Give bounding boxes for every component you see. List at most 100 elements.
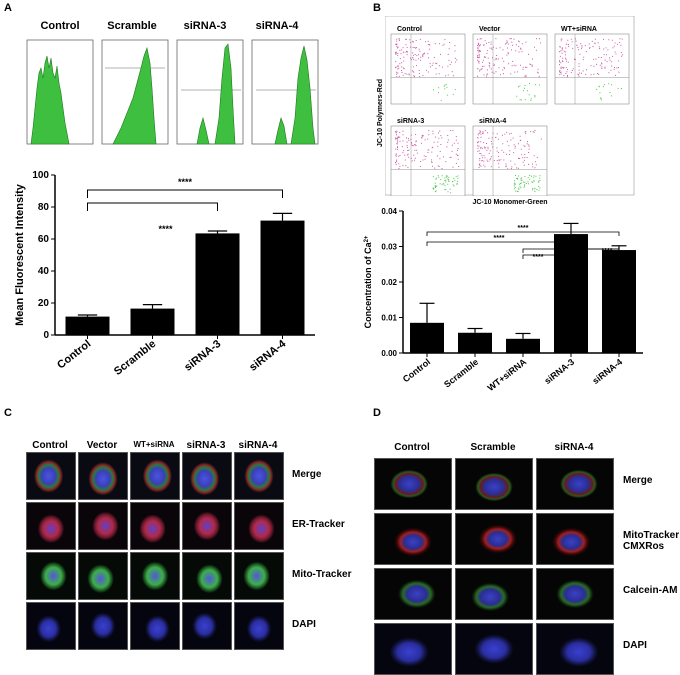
panel-d-image-3-2 bbox=[536, 623, 614, 675]
panel-d-image-1-1 bbox=[455, 513, 533, 565]
y-tick-label-b: 0.00 bbox=[381, 349, 397, 358]
bar-a-0 bbox=[65, 316, 110, 335]
panel-c-image-3-4 bbox=[234, 602, 284, 650]
histogram-scramble bbox=[101, 39, 169, 145]
panel-c-row-label: Merge bbox=[292, 469, 322, 480]
panel-c-image-2-1 bbox=[78, 552, 128, 600]
panel-d-grid: Control Scramble siRNA-4 Merge MitoTracker C… bbox=[372, 430, 680, 675]
red-dots-4 bbox=[477, 130, 542, 170]
significance-bracket-a bbox=[87, 202, 218, 211]
panel-d-image-0-0 bbox=[374, 458, 452, 510]
panel-c-row-label: DAPI bbox=[292, 619, 316, 630]
panel-d-image-0-2 bbox=[536, 458, 614, 510]
bar-b-2 bbox=[506, 338, 540, 353]
dotplot-label-4: siRNA-4 bbox=[479, 118, 506, 125]
significance-label-a: **** bbox=[178, 177, 193, 187]
panel-c-image-0-2 bbox=[130, 452, 180, 500]
panel-c-image-3-1 bbox=[78, 602, 128, 650]
significance-bracket-b bbox=[426, 231, 620, 236]
bar-b-3 bbox=[554, 234, 588, 353]
panel-c-image-2-0 bbox=[26, 552, 76, 600]
red-dots-2 bbox=[559, 38, 624, 78]
histogram-sirna3 bbox=[176, 39, 244, 145]
panel-d-image-1-0 bbox=[374, 513, 452, 565]
panel-c-image-3-2 bbox=[130, 602, 180, 650]
significance-bracket-a bbox=[87, 189, 283, 198]
histogram-sirna4 bbox=[251, 39, 319, 145]
bar-a-3 bbox=[260, 220, 305, 335]
dotplot-2: WT+siRNA bbox=[554, 26, 630, 105]
flow-histograms bbox=[26, 39, 319, 145]
significance-label-b: **** bbox=[533, 254, 544, 261]
panel-c-column-label: WT+siRNA bbox=[133, 440, 175, 449]
dotplot-0: Control bbox=[390, 26, 466, 105]
panel-d-image-3-0 bbox=[374, 623, 452, 675]
y-axis-label-a: Mean Fluorescent Intensity bbox=[14, 183, 26, 326]
x-tick-label-b-4: siRNA-4 bbox=[590, 357, 624, 386]
significance-bracket-b bbox=[570, 248, 620, 253]
panel-c-image-3-3 bbox=[182, 602, 232, 650]
x-tick-label-b-2: WT+siRNA bbox=[486, 356, 529, 393]
panel-c-column-label: siRNA-3 bbox=[186, 440, 226, 451]
panel-d-row-label: MitoTracker CMXRos bbox=[623, 530, 680, 552]
dotplot-frame-3 bbox=[390, 125, 466, 196]
flow-y-axis-label-box: JC-10 Polymers-Red bbox=[373, 18, 385, 198]
y-tick-label-a: 80 bbox=[38, 202, 50, 213]
x-tick-label-a-2: siRNA-3 bbox=[182, 338, 223, 374]
x-tick-label-b-1: Scramble bbox=[442, 357, 480, 390]
significance-label-a: **** bbox=[158, 224, 173, 234]
panel-d-row-label: Calcein-AM bbox=[623, 585, 678, 596]
significance-label-b: **** bbox=[602, 248, 613, 255]
dotplot-frame-4 bbox=[472, 125, 548, 196]
y-tick-label-a: 20 bbox=[38, 298, 50, 309]
panel-d-column-label: Control bbox=[394, 442, 430, 453]
panel-c-image-0-0 bbox=[26, 452, 76, 500]
bar-chart-ca: 0.00 0.01 0.02 0.03 0.04 Concentration of Ca2… bbox=[363, 207, 643, 393]
panel-d-image-0-1 bbox=[455, 458, 533, 510]
x-tick-label-a-3: siRNA-4 bbox=[247, 337, 289, 373]
x-tick-label-b-3: siRNA-3 bbox=[542, 357, 576, 386]
dotplot-label-3: siRNA-3 bbox=[397, 118, 424, 125]
x-tick-label-b-0: Control bbox=[401, 357, 432, 385]
y-tick-label-b: 0.02 bbox=[381, 278, 397, 287]
panel-b-label: B bbox=[373, 2, 381, 14]
significance-label-b: **** bbox=[494, 235, 505, 242]
panel-c-image-1-2 bbox=[130, 502, 180, 550]
panel-d-column-label: Scramble bbox=[470, 442, 516, 453]
panel-c-row-label: Mito-Tracker bbox=[292, 569, 352, 580]
hist-label-sirna3: siRNA-3 bbox=[183, 20, 227, 32]
hist-label-scramble: Scramble bbox=[107, 20, 157, 32]
panel-d-row-label: Merge bbox=[623, 475, 653, 486]
y-tick-label-a: 60 bbox=[38, 234, 50, 245]
panel-c-label: C bbox=[4, 407, 12, 419]
bar-chart-mfi: 0 20 40 60 80 100 Mean Fluorescent Intensity Co… bbox=[14, 170, 315, 378]
panel-c-row-label: ER-Tracker bbox=[292, 519, 345, 530]
panel-d-column-label: siRNA-4 bbox=[554, 442, 594, 453]
panel-c-column-label: Vector bbox=[86, 440, 118, 451]
y-tick-label-b: 0.04 bbox=[381, 207, 397, 216]
bar-a-2 bbox=[195, 233, 240, 335]
panel-d-image-2-2 bbox=[536, 568, 614, 620]
panel-c-image-3-0 bbox=[26, 602, 76, 650]
panel-c-image-1-3 bbox=[182, 502, 232, 550]
red-dots-1 bbox=[477, 38, 542, 78]
panel-c-image-1-1 bbox=[78, 502, 128, 550]
dotplot-3: siRNA-3 bbox=[390, 118, 466, 196]
significance-bracket-b bbox=[522, 254, 572, 259]
x-tick-label-a-0: Control bbox=[55, 338, 93, 372]
histogram-control bbox=[26, 39, 94, 145]
panel-c-grid: Control Vector WT+siRNA siRNA-3 siRNA-4 Merge… bbox=[20, 430, 380, 670]
bar-b-0 bbox=[410, 322, 444, 353]
panel-c-image-0-4 bbox=[234, 452, 284, 500]
dotplot-4: siRNA-4 bbox=[472, 118, 548, 196]
bar-b-4 bbox=[602, 250, 636, 353]
flow-dotplots: Control Vector WT+siRNA siRNA-3 siRNA-4 bbox=[385, 16, 635, 196]
panel-c-image-1-0 bbox=[26, 502, 76, 550]
bar-b-1 bbox=[458, 332, 492, 353]
dotplot-label-1: Vector bbox=[479, 26, 501, 33]
panel-c-image-2-4 bbox=[234, 552, 284, 600]
significance-bracket-b bbox=[426, 241, 572, 246]
panel-d-image-2-1 bbox=[455, 568, 533, 620]
panel-d-label: D bbox=[373, 407, 381, 419]
dotplot-label-0: Control bbox=[397, 26, 422, 33]
